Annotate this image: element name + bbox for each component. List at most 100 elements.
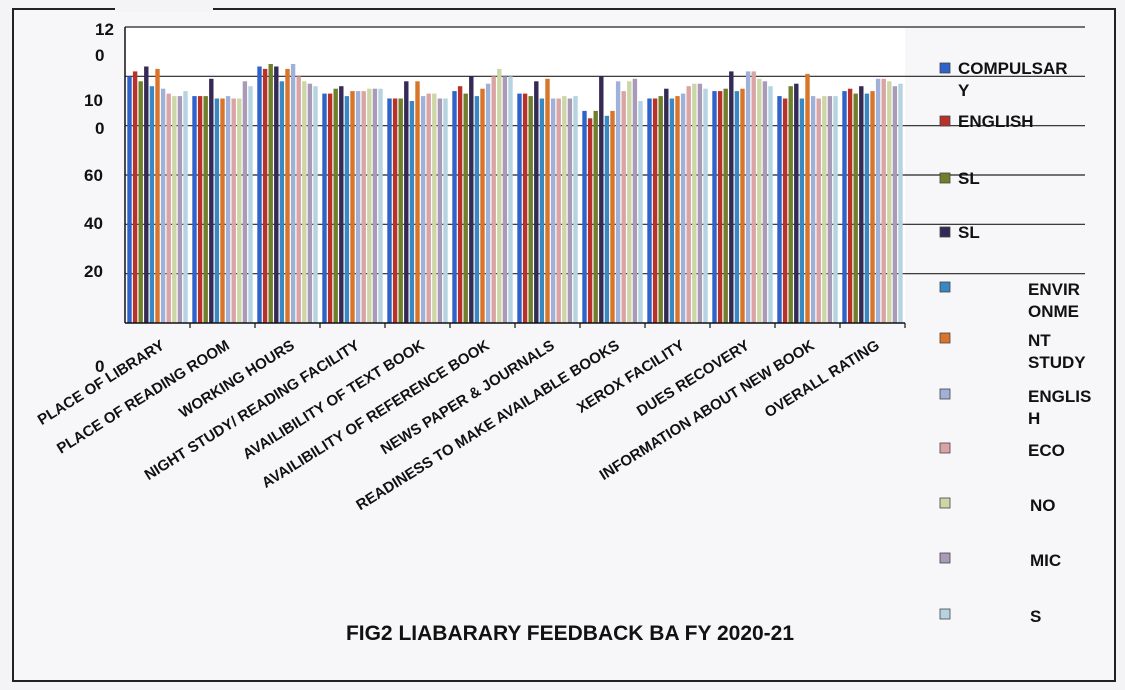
bar	[567, 98, 573, 323]
bar	[149, 86, 155, 323]
legend-swatch	[939, 388, 951, 400]
bar	[268, 64, 273, 323]
bar	[398, 98, 403, 323]
bar	[192, 96, 197, 323]
bar	[550, 98, 556, 323]
bar	[172, 96, 177, 323]
bar	[593, 110, 598, 324]
legend-label: S	[1030, 607, 1041, 626]
bar	[127, 76, 132, 323]
chart-title: FIG2 LIABARARY FEEDBACK BA FY 2020-21	[346, 622, 794, 645]
bar	[847, 88, 853, 323]
bar	[632, 78, 638, 323]
y-tick-label: 10	[84, 91, 103, 110]
legend-label: SL	[958, 169, 980, 188]
bar	[810, 96, 816, 323]
bar	[138, 81, 143, 323]
legend-swatch	[939, 281, 951, 293]
bar	[183, 91, 188, 323]
bar	[827, 96, 833, 323]
bar	[712, 91, 717, 323]
bar	[864, 93, 870, 323]
legend-swatch	[939, 608, 951, 620]
bar	[285, 68, 290, 324]
bars	[127, 64, 906, 328]
bar	[610, 110, 615, 324]
legend-swatch	[939, 115, 951, 127]
y-tick-label: 12	[95, 20, 114, 39]
bar	[703, 88, 708, 323]
category-label: XEROX FACILITY	[574, 337, 688, 417]
y-tick-labels: 12 0 10 0 60 40 20 0	[84, 20, 114, 376]
bar	[777, 96, 782, 323]
bar	[745, 71, 751, 324]
bar	[279, 81, 285, 323]
bar	[833, 96, 838, 323]
legend-label: ONME	[1028, 302, 1079, 321]
bar	[296, 76, 301, 323]
bar	[387, 98, 392, 323]
bar	[675, 96, 680, 323]
y-tick-label: 40	[84, 214, 103, 233]
bar	[452, 91, 457, 323]
bar	[528, 96, 533, 323]
legend-label: H	[1028, 409, 1040, 428]
bar	[237, 98, 242, 323]
bar	[692, 83, 697, 323]
bar	[621, 91, 626, 323]
bar	[313, 86, 318, 323]
bar	[248, 86, 253, 323]
bar	[214, 98, 220, 323]
bar	[697, 83, 703, 323]
y-tick-label: 20	[84, 262, 103, 281]
bar	[842, 91, 847, 323]
legend-label: COMPULSAR	[958, 59, 1068, 78]
bar	[898, 83, 903, 323]
bar	[203, 96, 208, 323]
legend-swatch	[939, 332, 951, 344]
bar	[220, 98, 225, 323]
bar	[307, 83, 313, 323]
bar	[638, 101, 643, 323]
category-label: DUES RECOVERY	[634, 337, 753, 420]
bar	[372, 88, 378, 323]
y-tick-label: 0	[95, 357, 104, 376]
bar	[415, 81, 420, 323]
bar	[599, 76, 604, 323]
bar	[740, 88, 745, 323]
bar	[539, 98, 545, 323]
y-tick-label: 60	[84, 166, 103, 185]
bar	[794, 83, 799, 323]
bar	[344, 96, 350, 323]
bar	[392, 98, 398, 323]
bar	[680, 93, 686, 323]
bar	[587, 118, 593, 323]
bar	[209, 78, 214, 323]
bar	[197, 96, 203, 323]
bar	[517, 93, 522, 323]
bar	[652, 98, 658, 323]
legend-label: SL	[958, 223, 980, 242]
bar	[491, 76, 496, 323]
bar	[480, 88, 485, 323]
bar	[361, 91, 366, 323]
bar	[437, 98, 443, 323]
bar	[768, 86, 773, 323]
legend-swatch	[939, 62, 951, 74]
bar	[658, 96, 663, 323]
bar	[262, 68, 268, 324]
bar	[327, 93, 333, 323]
legend-label: ENGLIS	[1028, 387, 1091, 406]
bar	[762, 81, 768, 323]
y-tick-label: 0	[95, 46, 104, 65]
legend-swatch	[939, 497, 951, 509]
bar	[508, 76, 513, 323]
bar	[647, 98, 652, 323]
bar	[144, 66, 149, 323]
legend-label: NT	[1028, 331, 1051, 350]
bar	[782, 98, 788, 323]
legend-swatch	[939, 442, 951, 454]
bar	[485, 83, 491, 323]
bar	[350, 91, 355, 323]
